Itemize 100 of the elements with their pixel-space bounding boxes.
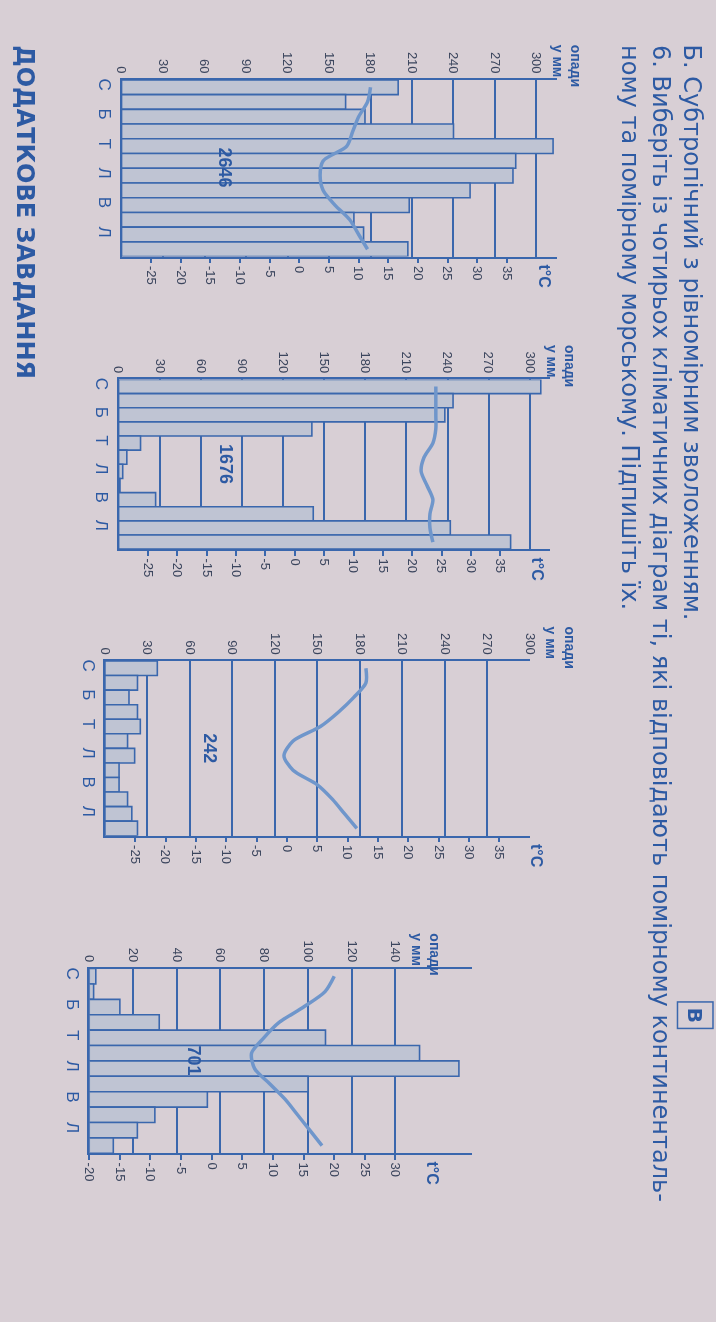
- x-tick-label: 90: [234, 358, 250, 374]
- x-tick-label: 60: [213, 947, 229, 963]
- y-tick-label: Т: [63, 1030, 83, 1041]
- y-tick-label: В: [63, 1091, 83, 1103]
- x-tick-label: 150: [310, 633, 326, 655]
- x-tick-label: 60: [182, 640, 198, 655]
- x-tick-label: 100: [300, 940, 316, 963]
- x-tick-label: 300: [522, 351, 538, 374]
- annotation: опади у мм: [543, 344, 578, 388]
- y-tick-label: Т: [78, 718, 98, 730]
- x-tick-label: 140: [388, 940, 404, 963]
- x-tick-label: 60: [193, 358, 209, 374]
- x-tick-label: 90: [225, 640, 241, 655]
- annotation: 701: [184, 1045, 205, 1076]
- x2-tick-label: 0: [204, 1162, 220, 1170]
- x2-tick-label: 5: [235, 1162, 251, 1170]
- x-tick-label: 150: [316, 351, 332, 374]
- y-tick-label: Т: [92, 435, 112, 446]
- x2-tick-label: 30: [461, 845, 477, 860]
- text: Б. Субтропічний з рівномірним зволоженням.: [678, 44, 707, 621]
- x2-tick-label: 25: [431, 845, 447, 860]
- x2-tick-label: -5: [262, 265, 278, 278]
- x-tick-label: 180: [363, 51, 379, 74]
- x2-tick-label: 25: [357, 1162, 373, 1178]
- x2-tick-label: 5: [316, 558, 332, 566]
- x-tick-label: 30: [140, 640, 156, 655]
- x2-tick-label: -20: [170, 558, 186, 578]
- y-tick-label: Л: [78, 747, 98, 759]
- annotation: 242: [199, 733, 220, 764]
- x2-tick-label: 0: [279, 845, 295, 853]
- x-tick-label: 0: [114, 66, 130, 74]
- x2-tick-label: -15: [188, 845, 204, 864]
- x2-tick-label: 5: [310, 845, 326, 853]
- x2-tick-label: -15: [112, 1162, 128, 1182]
- x2-tick-label: -20: [82, 1162, 98, 1182]
- x-tick-label: 0: [97, 647, 113, 655]
- x2-tick-label: 10: [351, 265, 367, 281]
- x2-tick-label: 15: [296, 1162, 312, 1178]
- x2-tick-label: 30: [388, 1162, 404, 1178]
- x2-tick-label: -10: [228, 558, 244, 578]
- y-tick-label: Л: [78, 805, 98, 817]
- y-tick-label: Б: [78, 689, 98, 701]
- x2-tick-label: 20: [327, 1162, 343, 1178]
- x-tick-label: 30: [155, 59, 171, 74]
- x2-tick-label: -10: [143, 1162, 159, 1182]
- x2-tick-label: -10: [232, 265, 248, 285]
- x2-tick-label: 20: [405, 558, 421, 573]
- y-tick-label: В: [92, 491, 112, 503]
- x-tick-label: 40: [169, 947, 185, 963]
- annotation: опади у мм: [549, 44, 585, 88]
- x-tick-label: 120: [267, 633, 283, 655]
- y-tick-label: С: [92, 377, 112, 391]
- x-tick-label: 120: [280, 51, 296, 74]
- x-tick-label: 180: [358, 351, 374, 374]
- y-tick-label: Б: [63, 998, 83, 1011]
- text: t°C: [423, 1161, 441, 1186]
- y-tick-label: Л: [92, 463, 112, 475]
- y-tick-label: Л: [63, 1122, 83, 1134]
- text: t°C: [528, 557, 546, 582]
- x2-tick-label: -10: [219, 845, 235, 864]
- annotation: 1676: [215, 443, 236, 485]
- text: ДОДАТКОВЕ ЗАВДАННЯ: [10, 45, 39, 379]
- x-tick-label: 90: [238, 59, 254, 74]
- x2-tick-label: 20: [401, 845, 417, 860]
- text: t°C: [535, 264, 553, 289]
- x2-tick-label: 30: [469, 265, 485, 281]
- x-tick-label: 240: [440, 351, 456, 374]
- x2-tick-label: 15: [381, 265, 397, 281]
- y-tick-label: Л: [95, 167, 115, 179]
- x-tick-label: 210: [399, 351, 415, 374]
- x-tick-label: 300: [522, 633, 538, 655]
- x-tick-label: 180: [352, 633, 368, 655]
- x2-tick-label: -5: [249, 845, 265, 857]
- x2-tick-label: 15: [370, 845, 386, 860]
- y-tick-label: Т: [95, 138, 115, 149]
- x2-tick-label: 10: [265, 1162, 281, 1178]
- x2-tick-label: -20: [158, 845, 174, 864]
- x-tick-label: 30: [152, 358, 168, 374]
- x2-tick-label: 35: [492, 845, 508, 860]
- x-tick-label: 210: [395, 633, 411, 655]
- y-tick-label: Б: [95, 108, 115, 120]
- x-tick-label: 150: [321, 51, 337, 74]
- x-tick-label: 210: [404, 51, 420, 74]
- x-tick-label: 120: [275, 351, 291, 374]
- x2-tick-label: -25: [143, 265, 159, 285]
- x-tick-label: 240: [437, 633, 453, 655]
- text: опади у мм: [543, 626, 578, 669]
- x2-tick-label: 25: [440, 265, 456, 281]
- x2-tick-label: 15: [375, 558, 391, 573]
- x2-tick-label: 0: [292, 265, 308, 274]
- x2-tick-label: 25: [434, 558, 450, 573]
- y-tick-label: С: [78, 659, 98, 672]
- x-tick-label: 240: [446, 51, 462, 74]
- x2-tick-label: 10: [340, 845, 356, 860]
- x2-tick-label: 0: [287, 558, 303, 566]
- x-tick-label: 0: [111, 365, 127, 374]
- text: t°C: [528, 844, 546, 868]
- y-tick-label: Л: [63, 1060, 83, 1072]
- y-tick-label: С: [63, 967, 83, 980]
- x2-tick-label: 35: [493, 558, 509, 573]
